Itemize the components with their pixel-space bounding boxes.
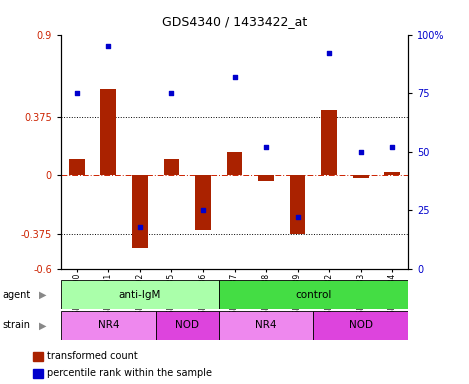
Text: NOD: NOD [349,320,373,331]
Text: agent: agent [2,290,30,300]
Bar [61,280,219,309]
Point [262,144,270,150]
Text: control: control [295,290,332,300]
Text: NR4: NR4 [98,320,119,331]
Bar [164,159,179,175]
Text: transformed count: transformed count [47,351,137,361]
Text: percentile rank within the sample: percentile rank within the sample [47,368,212,378]
Bar [290,175,305,235]
Point [357,149,364,155]
Bar [100,89,116,175]
Text: GDS4340 / 1433422_at: GDS4340 / 1433422_at [162,15,307,28]
Text: ▶: ▶ [39,320,46,331]
Bar [321,109,337,175]
Point [136,223,144,230]
Bar [385,172,400,175]
Point [73,90,81,96]
Text: strain: strain [2,320,30,331]
Point [167,90,175,96]
Bar [156,311,219,340]
Bar [227,152,242,175]
Point [325,50,333,56]
Bar [69,159,84,175]
Point [231,74,238,80]
Bar [258,175,274,181]
Point [388,144,396,150]
Text: NR4: NR4 [255,320,277,331]
Point [105,43,112,50]
Bar [195,175,211,230]
Bar [353,175,369,178]
Bar [219,311,313,340]
Text: NOD: NOD [175,320,199,331]
Bar [219,280,408,309]
Bar [313,311,408,340]
Point [199,207,207,214]
Point [294,214,302,220]
Text: anti-IgM: anti-IgM [119,290,161,300]
Bar [61,311,156,340]
Bar [132,175,148,248]
Text: ▶: ▶ [39,290,46,300]
